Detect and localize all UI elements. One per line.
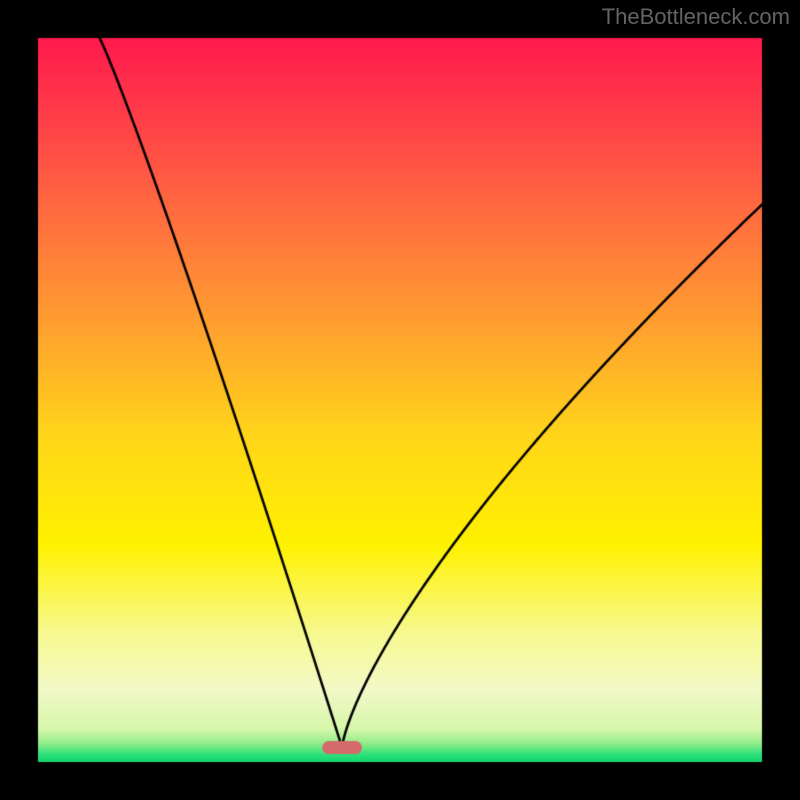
watermark-text: TheBottleneck.com [602, 4, 790, 30]
bottleneck-chart-canvas [0, 0, 800, 800]
chart-container: TheBottleneck.com [0, 0, 800, 800]
